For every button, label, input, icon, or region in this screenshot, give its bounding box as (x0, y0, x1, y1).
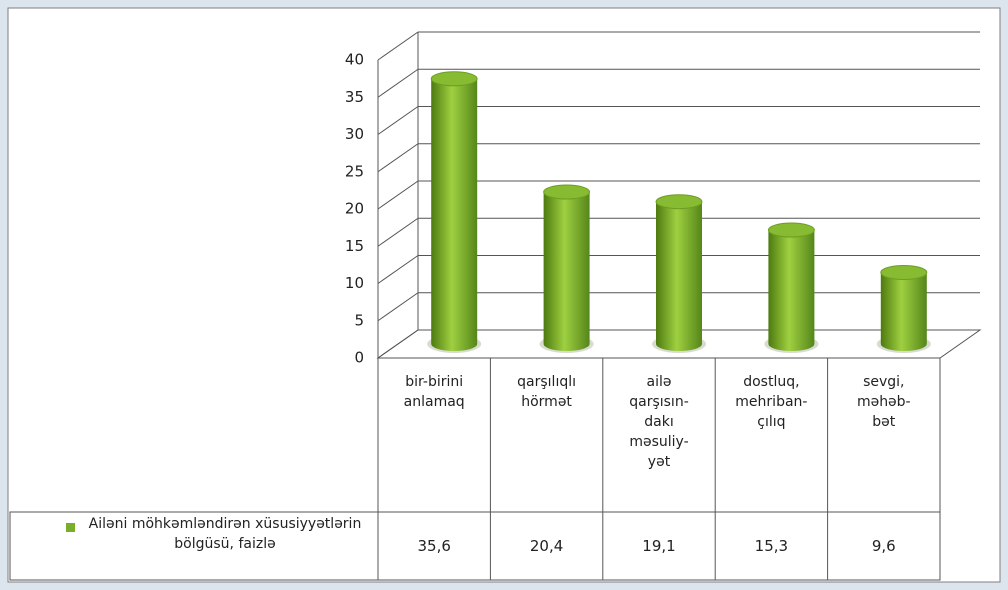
grid-line (377, 329, 419, 359)
legend-swatch (66, 523, 75, 532)
grid-line (377, 31, 419, 61)
grid-line (377, 180, 419, 210)
value-label: 20,4 (529, 537, 564, 555)
value-label: 35,6 (417, 537, 451, 555)
grid-line (377, 217, 419, 247)
legend-label: Ailəni möhkəmləndirən xüsusiyyətlərin bö… (88, 516, 362, 552)
y-tick-label: 0 (354, 349, 364, 367)
grid-line (377, 255, 419, 284)
grid-line (377, 106, 419, 135)
y-tick-label: 10 (345, 274, 364, 292)
bar (539, 184, 594, 353)
value-label: 19,1 (642, 537, 676, 555)
bar-top (430, 71, 478, 87)
x-tick-label: qarşılıqlı hörmət (517, 374, 577, 410)
y-tick-label: 25 (345, 162, 364, 180)
value-label: 9,6 (871, 537, 896, 555)
grid-line (377, 292, 419, 322)
bar-top (655, 194, 703, 210)
y-tick-label: 15 (345, 237, 364, 255)
value-label: 15,3 (754, 537, 789, 555)
plot-frame (7, 7, 1001, 583)
bar (764, 222, 819, 353)
bar-body (431, 78, 478, 352)
x-tick-label: bir-birini anlamaq (403, 374, 465, 410)
x-tick-label: dostluq, mehriban- çılıq (735, 374, 808, 430)
x-tick-label: ailə qarşısın- dakı məsuliy- yət (629, 374, 689, 470)
y-tick-label: 40 (345, 51, 364, 69)
bar-body (543, 192, 590, 352)
grid-line (377, 68, 419, 98)
y-tick-label: 35 (345, 88, 364, 106)
bar (652, 194, 706, 353)
y-tick-label: 5 (354, 311, 364, 329)
bar-top (543, 184, 591, 200)
x-tick-label: sevgi, məhəb- bət (856, 374, 911, 430)
grid-line (377, 143, 419, 173)
bar-body (656, 201, 702, 351)
y-tick-label: 30 (345, 125, 364, 143)
bar-top (880, 264, 928, 280)
bar (427, 71, 482, 353)
bar-body (768, 230, 815, 352)
bar (876, 264, 931, 353)
bar-body (880, 272, 927, 352)
bar-top (767, 222, 815, 238)
y-tick-label: 20 (345, 200, 364, 218)
